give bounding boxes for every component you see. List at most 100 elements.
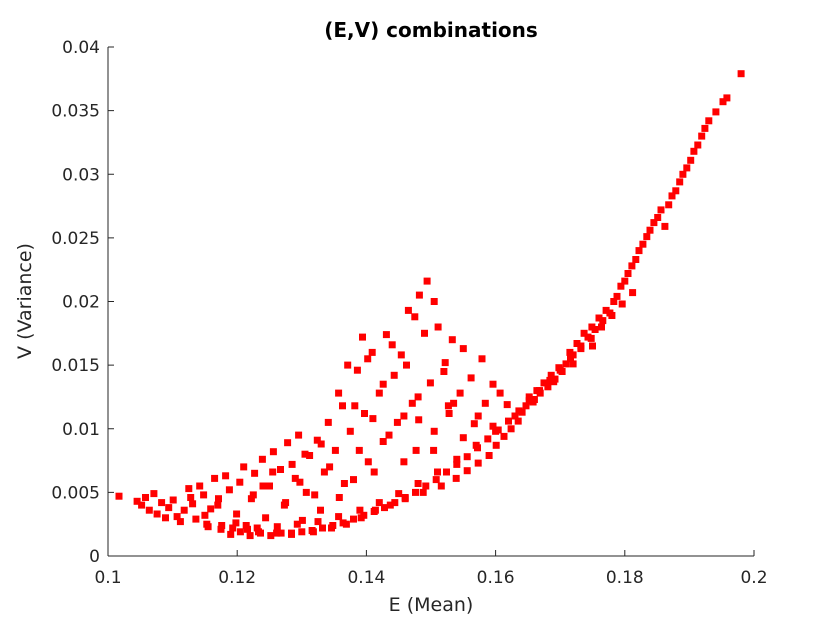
data-point (698, 132, 706, 140)
x-tick-label: 0.2 (740, 568, 767, 588)
data-point (511, 412, 519, 420)
data-point (326, 463, 334, 471)
y-tick-label: 0.025 (51, 229, 100, 249)
data-point (244, 525, 251, 533)
data-point (690, 147, 698, 155)
y-tick-label: 0 (89, 547, 100, 567)
data-point (382, 331, 390, 339)
data-point (375, 389, 383, 397)
data-point (368, 348, 376, 356)
data-point (320, 468, 328, 476)
data-point (679, 170, 687, 178)
chart-title: (E,V) combinations (324, 18, 538, 42)
data-point (370, 468, 378, 476)
data-point (233, 510, 241, 518)
data-point (379, 380, 387, 388)
data-point (567, 355, 574, 363)
data-point (298, 516, 306, 524)
data-point (236, 528, 244, 536)
data-point (610, 298, 618, 305)
data-point (411, 313, 419, 321)
data-point (187, 494, 195, 501)
data-point (515, 407, 523, 415)
data-point (211, 474, 219, 482)
data-point (430, 298, 438, 305)
data-point (266, 482, 273, 490)
x-tick-label: 0.1 (94, 568, 121, 588)
data-point (687, 156, 695, 164)
data-point (530, 396, 538, 403)
data-point (437, 482, 445, 490)
data-point (229, 524, 237, 532)
data-point (201, 511, 209, 519)
data-point (595, 314, 603, 322)
data-point (414, 393, 422, 401)
data-point (386, 501, 394, 509)
data-point (400, 458, 408, 466)
data-point (319, 524, 326, 532)
data-point (313, 436, 321, 444)
data-point (434, 468, 441, 476)
data-point (267, 532, 275, 540)
data-point (452, 474, 460, 482)
data-point (459, 434, 467, 442)
data-point (240, 463, 248, 471)
data-point (672, 187, 680, 195)
data-point (346, 427, 354, 435)
data-point (350, 476, 357, 484)
data-point (456, 389, 464, 397)
data-point (665, 201, 673, 209)
data-point (525, 393, 533, 401)
data-point (296, 478, 304, 486)
data-point (507, 425, 515, 433)
data-point (470, 420, 478, 428)
data-point (562, 360, 570, 368)
data-point (339, 519, 347, 527)
data-point (474, 412, 482, 420)
data-point (657, 206, 665, 214)
plot-points (115, 70, 745, 540)
data-point (463, 467, 471, 475)
data-point (288, 530, 295, 538)
y-tick-label: 0.04 (62, 38, 100, 58)
data-point (207, 505, 215, 513)
data-point (474, 459, 482, 467)
data-point (580, 329, 588, 337)
data-point (353, 366, 361, 374)
data-point (635, 247, 643, 255)
data-point (421, 329, 428, 337)
data-point (397, 351, 405, 359)
data-point (249, 491, 257, 499)
data-point (478, 355, 486, 363)
data-point (242, 522, 250, 529)
data-point (189, 500, 197, 508)
data-point (422, 482, 430, 490)
x-tick-label: 0.18 (606, 568, 644, 588)
data-point (632, 256, 640, 263)
data-point (426, 379, 434, 387)
data-point (388, 341, 396, 349)
data-point (617, 282, 625, 290)
data-point (335, 513, 343, 521)
data-point (375, 499, 383, 507)
data-point (514, 417, 522, 425)
data-point (169, 496, 177, 504)
data-point (301, 450, 309, 458)
data-point (200, 491, 208, 499)
data-point (701, 124, 709, 132)
data-point (133, 497, 141, 505)
data-point (444, 402, 452, 410)
data-point (569, 360, 577, 368)
data-point (138, 501, 146, 509)
data-point (613, 292, 621, 300)
data-point (463, 453, 471, 461)
data-point (395, 490, 403, 498)
data-point (165, 504, 173, 512)
data-point (547, 371, 555, 379)
y-tick-label: 0.015 (51, 356, 100, 376)
data-point (359, 333, 366, 341)
data-point (621, 277, 629, 285)
data-point (723, 94, 731, 102)
data-point (481, 399, 489, 407)
